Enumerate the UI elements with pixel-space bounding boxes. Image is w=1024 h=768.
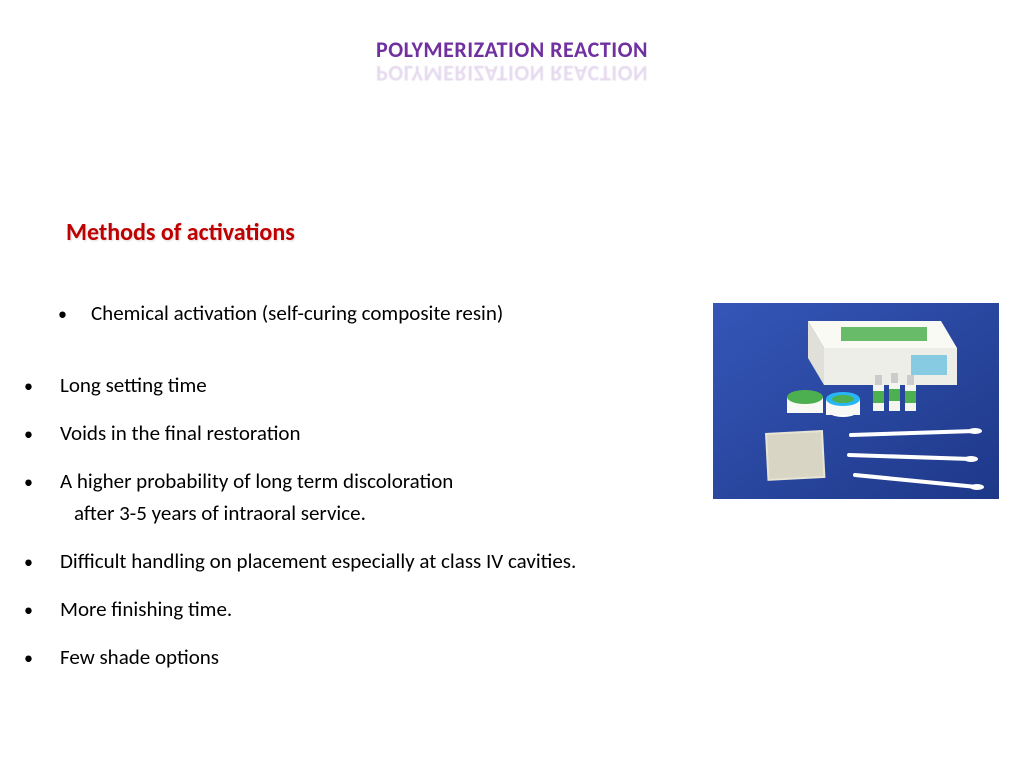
section-subtitle: Methods of activations xyxy=(66,218,295,247)
intro-bullet: • Chemical activation (self-curing compo… xyxy=(58,300,503,326)
list-item: •Voids in the final restoration xyxy=(24,420,576,446)
list-item: •Difficult handling on placement especia… xyxy=(24,548,576,574)
list-item-continuation: •after 3-5 years of intraoral service. xyxy=(24,500,576,526)
page-title: POLYMERIZATION REACTION xyxy=(0,36,1024,63)
page-title-reflection: POLYMERIZATION REACTION xyxy=(0,60,1024,87)
product-image xyxy=(713,303,999,499)
bullet-dot: • xyxy=(58,303,67,325)
intro-bullet-text: Chemical activation (self-curing composi… xyxy=(91,300,503,326)
bullet-list: •Long setting time •Voids in the final r… xyxy=(24,372,576,692)
list-item: •Few shade options xyxy=(24,644,576,670)
list-item: •A higher probability of long term disco… xyxy=(24,468,576,494)
list-item: •Long setting time xyxy=(24,372,576,398)
list-item: •More finishing time. xyxy=(24,596,576,622)
